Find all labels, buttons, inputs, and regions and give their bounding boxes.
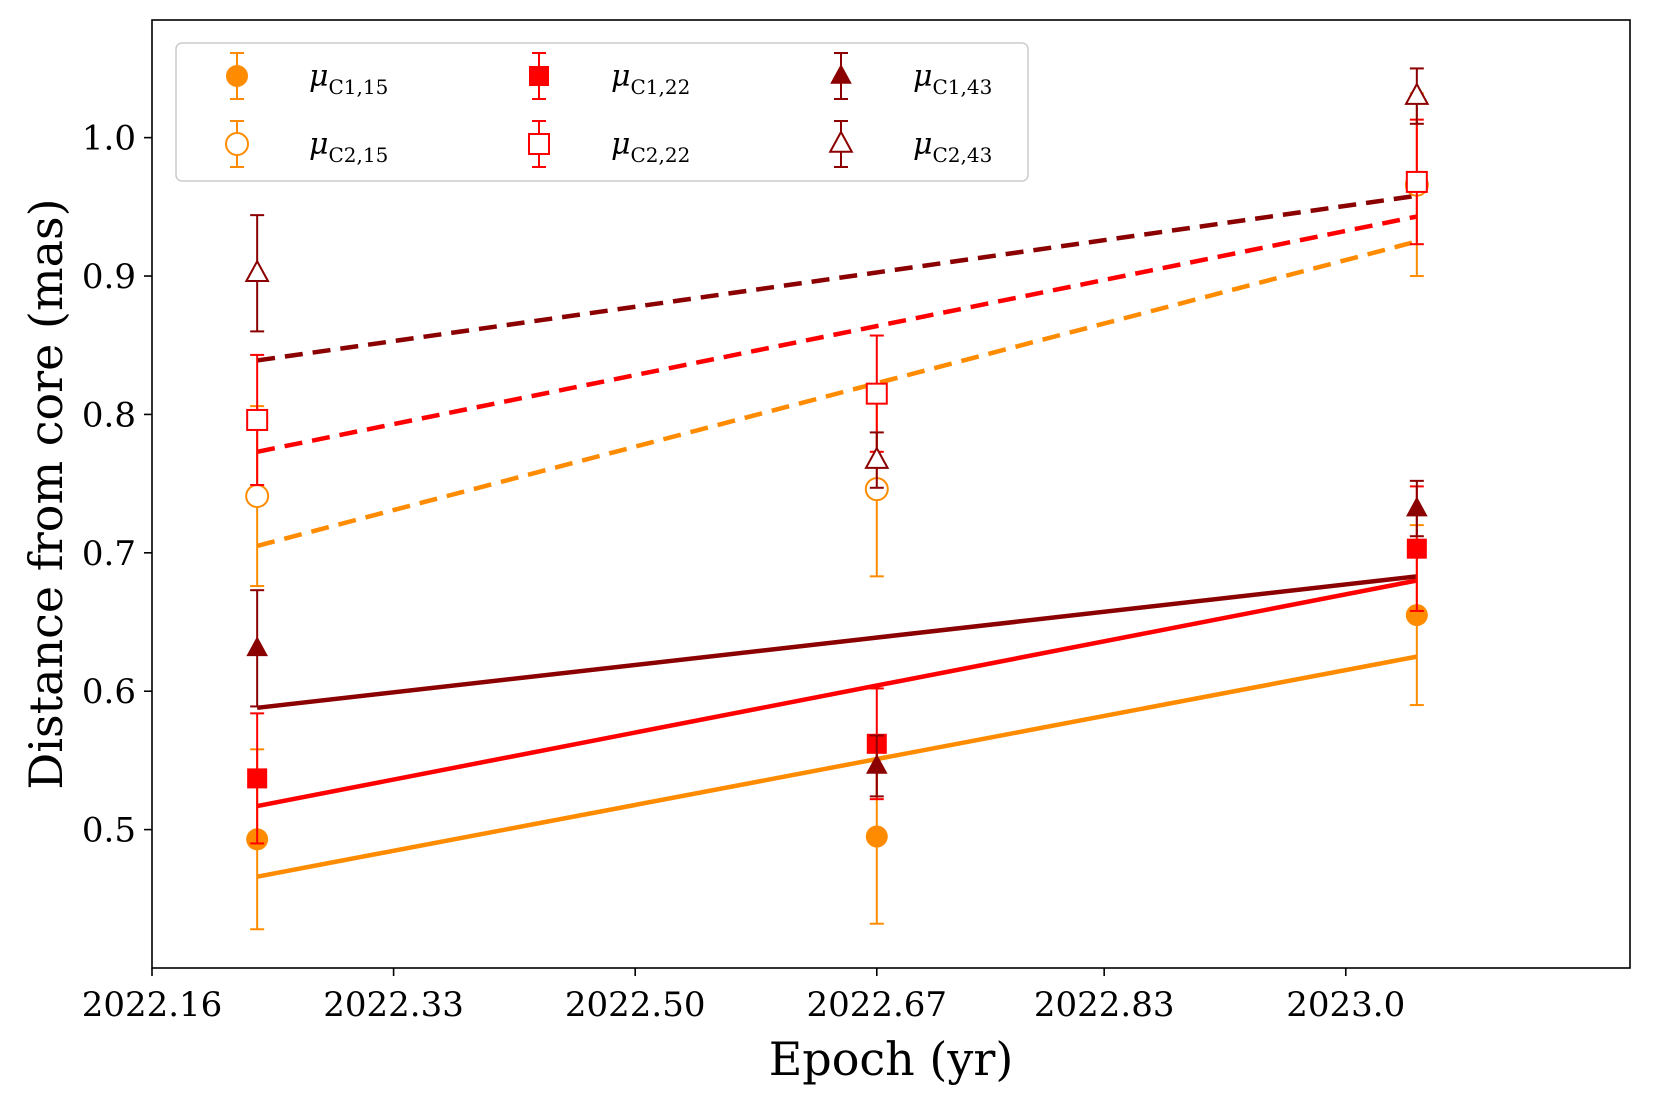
- data-point: [247, 768, 268, 789]
- y-tick-label: 0.6: [82, 672, 136, 712]
- legend-entry-subscript: C1,15: [329, 75, 389, 99]
- x-tick-label: 2022.33: [323, 985, 464, 1025]
- x-tick-label: 2022.67: [806, 985, 947, 1025]
- x-tick-label: 2023.0: [1286, 985, 1405, 1025]
- legend-marker: [528, 65, 550, 87]
- legend-entry-subscript: C1,43: [933, 75, 993, 99]
- data-point: [246, 408, 269, 431]
- y-tick-label: 0.9: [82, 257, 136, 297]
- data-point: [245, 484, 270, 509]
- x-axis-label: Epoch (yr): [769, 1032, 1014, 1086]
- legend-entry-subscript: C2,15: [329, 143, 389, 167]
- plot-area-frame: [151, 19, 1631, 969]
- data-point: [1404, 82, 1430, 105]
- x-tick-label: 2022.16: [82, 985, 223, 1025]
- x-tick-label: 2022.83: [1034, 985, 1175, 1025]
- legend-entry-subscript: C2,43: [933, 143, 993, 167]
- fit-line: [256, 578, 1418, 809]
- legend-frame: [175, 42, 1029, 182]
- data-point: [1406, 496, 1428, 517]
- legend-entry-subscript: C1,22: [631, 75, 691, 99]
- data-point: [865, 753, 888, 774]
- y-tick-label: 0.8: [82, 395, 136, 435]
- fit-line: [256, 574, 1418, 711]
- data-point: [865, 382, 888, 405]
- legend-marker: [225, 132, 249, 156]
- y-tick-label: 0.5: [82, 811, 136, 851]
- legend-entry-label: μC1,15: [309, 59, 388, 99]
- fit-line: [256, 214, 1418, 454]
- x-tick-label: 2022.50: [565, 985, 706, 1025]
- y-tick-label: 1.0: [82, 119, 136, 159]
- data-point: [1406, 538, 1427, 559]
- legend-marker: [828, 129, 854, 153]
- legend-marker: [225, 64, 249, 88]
- y-tick-label: 0.7: [82, 534, 136, 574]
- x-axis-ticks: 2022.16 2022.33 2022.50 2022.67 2022.83 2023.…: [82, 968, 1405, 1025]
- data-point: [1405, 170, 1428, 193]
- legend-marker: [528, 133, 550, 155]
- y-axis-ticks: 0.5 0.6 0.7 0.8 0.9 1.0: [82, 119, 152, 851]
- y-axis-label: Distance from core (mas): [19, 198, 73, 789]
- fit-line: [256, 239, 1418, 549]
- data-point: [246, 636, 268, 657]
- fit-line: [256, 654, 1418, 879]
- fit-lines-group: [256, 193, 1418, 879]
- legend-marker: [830, 63, 852, 84]
- data-point: [864, 446, 890, 469]
- data-point: [244, 259, 270, 283]
- data-point: [865, 825, 888, 848]
- legend-entry-subscript: C2,22: [631, 143, 691, 167]
- data-points-group: [244, 67, 1430, 931]
